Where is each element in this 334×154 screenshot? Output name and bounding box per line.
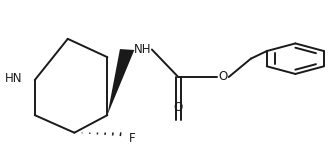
Text: O: O bbox=[218, 71, 227, 83]
Text: O: O bbox=[174, 101, 183, 114]
Text: F: F bbox=[129, 132, 135, 145]
Polygon shape bbox=[107, 49, 134, 115]
Text: HN: HN bbox=[5, 72, 22, 85]
Text: NH: NH bbox=[134, 43, 151, 56]
